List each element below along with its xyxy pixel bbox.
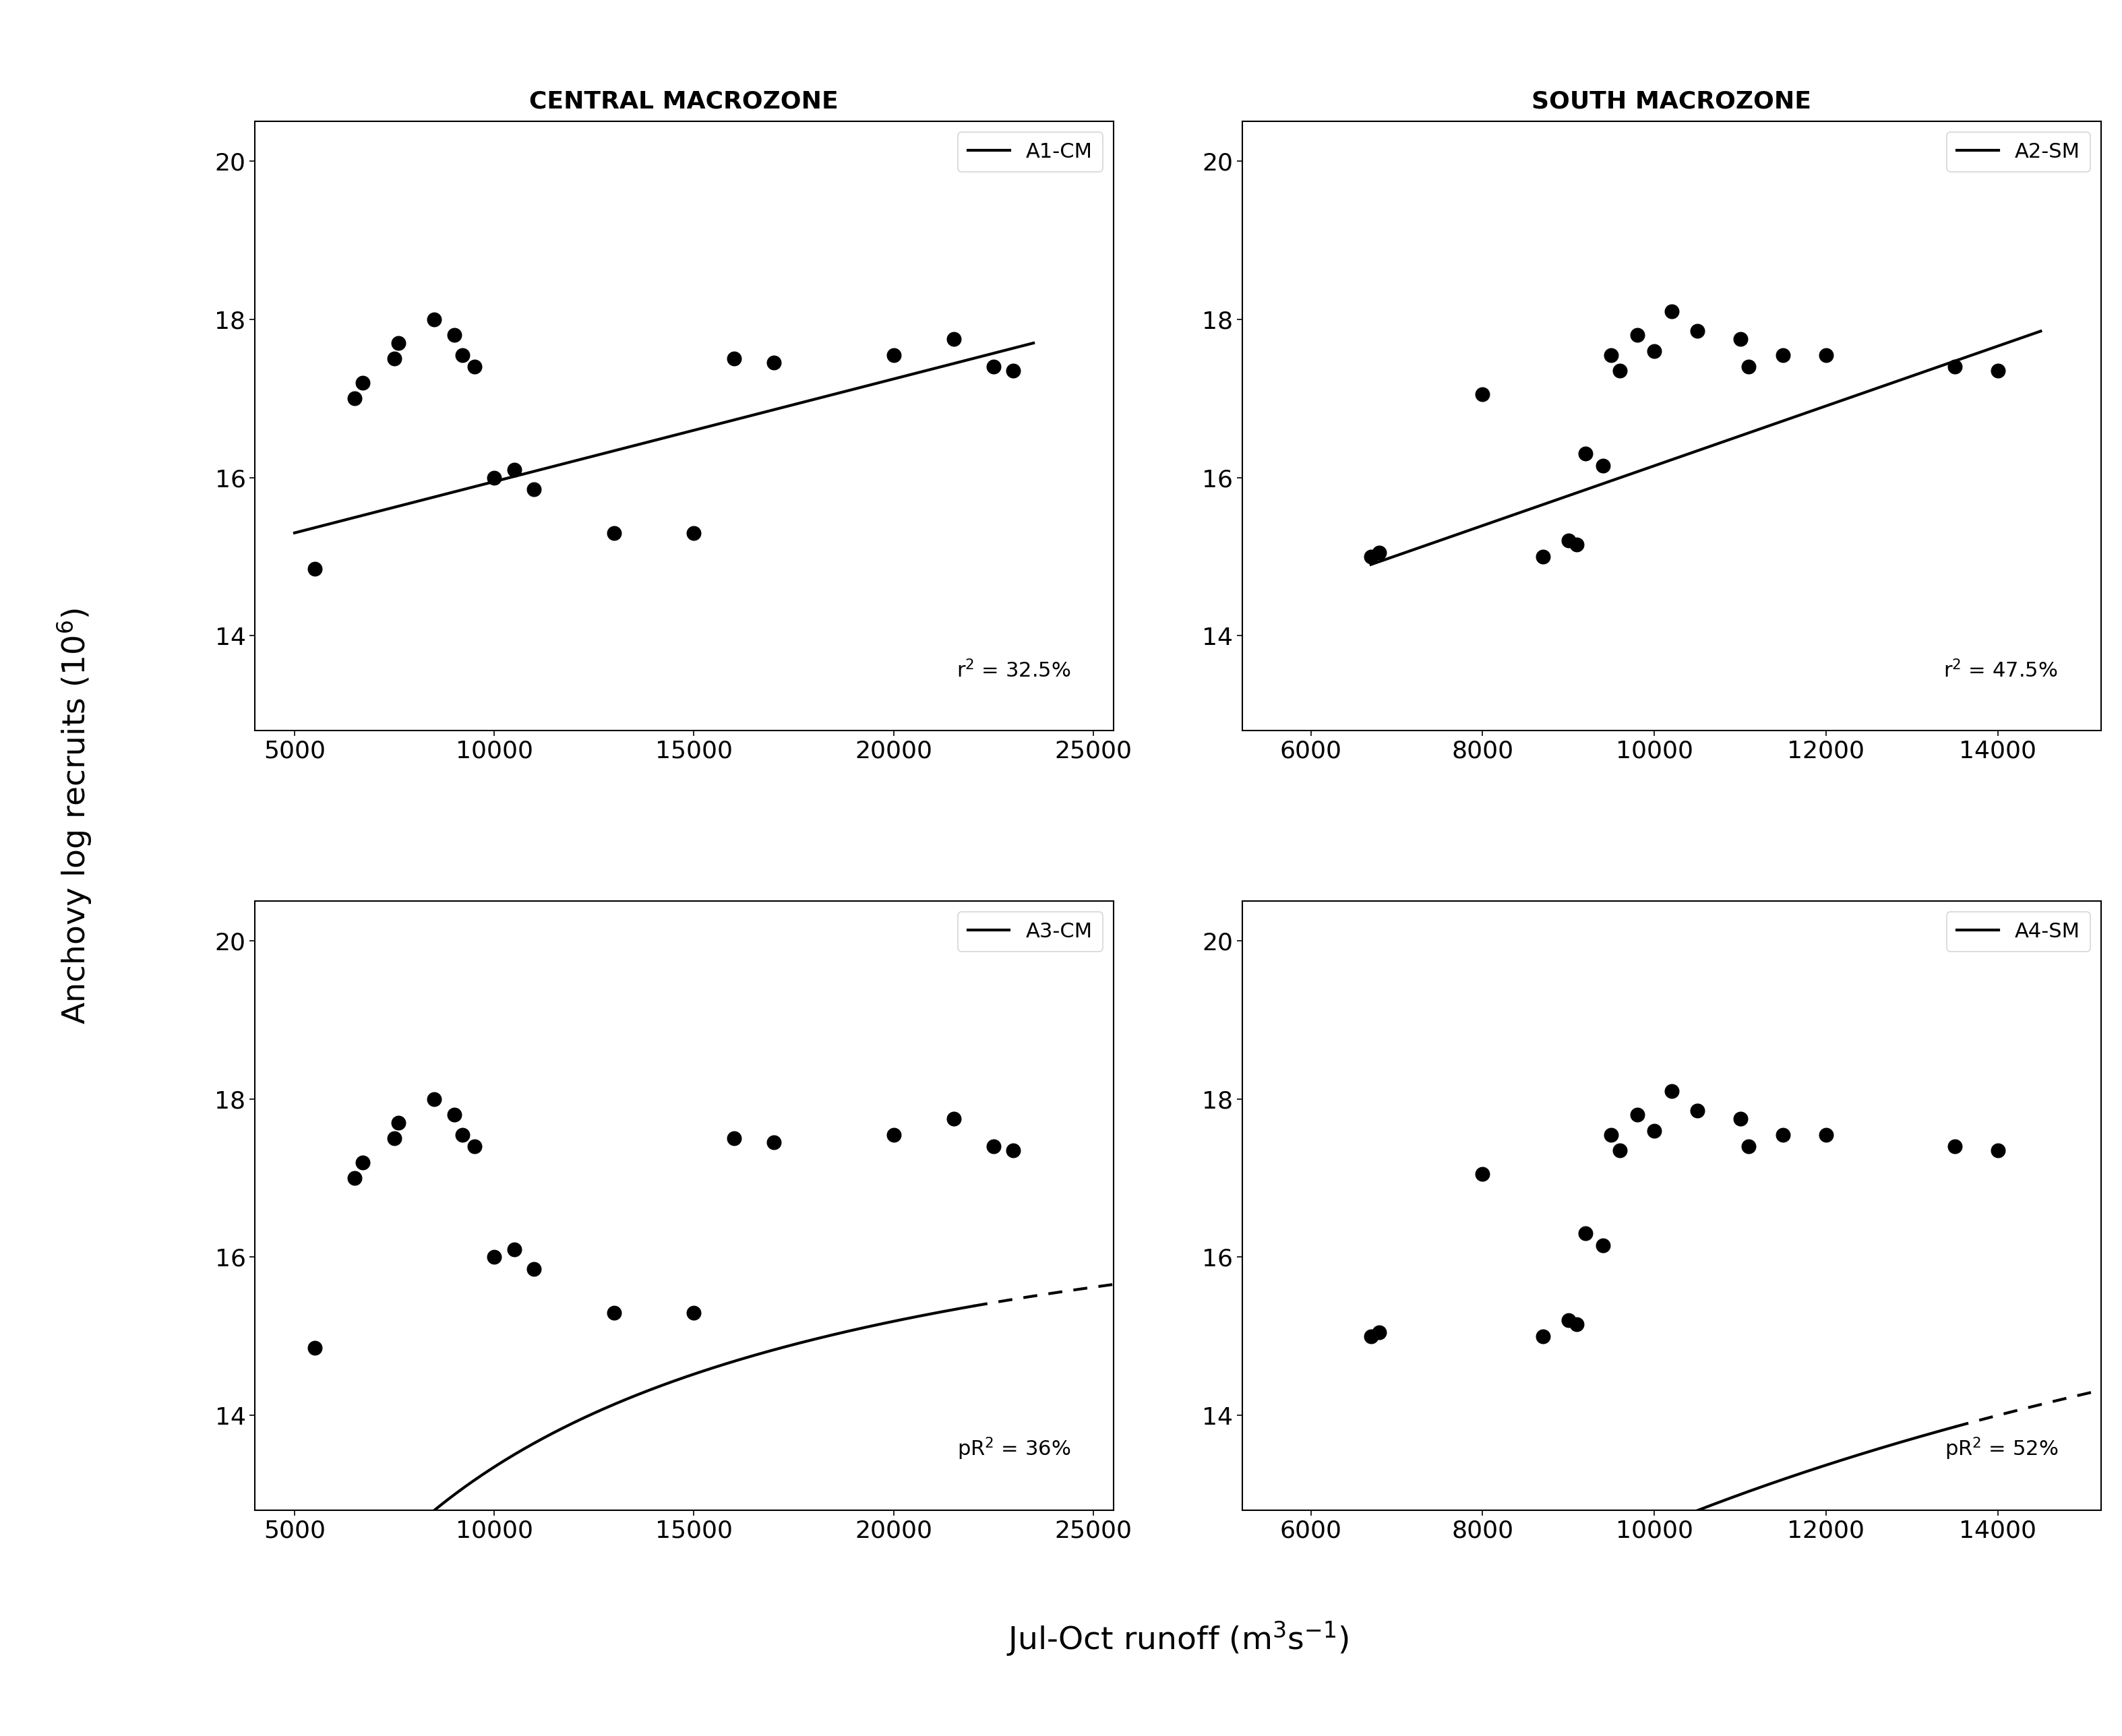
Point (337, 384, 371, 411)
Point (717, 1125, 751, 1153)
Point (1980, 1137, 2014, 1165)
Point (1937, 1132, 1971, 1160)
Point (1766, 340, 1799, 368)
Title: CENTRAL MACROZONE: CENTRAL MACROZONE (528, 90, 838, 113)
Point (1560, 1311, 1594, 1338)
Point (497, 457, 530, 484)
Point (1937, 352, 1971, 380)
Point (1526, 1323, 1560, 1351)
Point (1585, 451, 1619, 479)
Point (976, 352, 1010, 380)
Point (477, 464, 511, 491)
Point (1551, 528, 1585, 556)
Text: pR$^2$ = 52%: pR$^2$ = 52% (1944, 1436, 2058, 1462)
Point (437, 321, 471, 349)
Point (477, 1243, 511, 1271)
Point (1766, 1121, 1799, 1149)
Point (1619, 321, 1653, 349)
Point (1362, 1318, 1396, 1345)
Point (497, 1236, 530, 1264)
Point (518, 1255, 552, 1283)
Point (876, 1121, 910, 1149)
Point (1732, 352, 1766, 380)
Point (1655, 1076, 1689, 1104)
Legend: A4-SM: A4-SM (1946, 911, 2090, 951)
Point (1466, 380, 1500, 408)
Point (1594, 1121, 1628, 1149)
Point (346, 1147, 380, 1175)
Point (1568, 1220, 1602, 1248)
Point (297, 554, 331, 582)
Point (1594, 340, 1628, 368)
Text: r$^2$ = 47.5%: r$^2$ = 47.5% (1944, 660, 2058, 682)
Point (458, 352, 492, 380)
Point (596, 1299, 630, 1326)
Point (936, 1104, 970, 1132)
Point (1980, 358, 2014, 385)
Point (758, 1128, 792, 1156)
Point (717, 345, 751, 373)
Point (1732, 1132, 1766, 1160)
Point (1354, 543, 1388, 571)
Point (758, 349, 792, 377)
Point (1466, 1160, 1500, 1187)
Legend: A1-CM: A1-CM (957, 132, 1103, 172)
Point (1638, 337, 1672, 365)
Text: pR$^2$ = 36%: pR$^2$ = 36% (957, 1436, 1069, 1462)
Point (997, 358, 1031, 385)
Point (1655, 297, 1689, 325)
Point (677, 1299, 711, 1326)
Text: Anchovy log recruits (10$^6$): Anchovy log recruits (10$^6$) (55, 608, 93, 1024)
Point (1354, 1323, 1388, 1351)
Point (876, 340, 910, 368)
Point (1723, 1104, 1757, 1132)
Point (378, 345, 412, 373)
Point (976, 1132, 1010, 1160)
Point (1568, 439, 1602, 467)
Point (382, 330, 416, 358)
Legend: A2-SM: A2-SM (1946, 132, 2090, 172)
Point (458, 1132, 492, 1160)
Point (1638, 1116, 1672, 1144)
Legend: A3-CM: A3-CM (957, 911, 1103, 951)
Point (1723, 325, 1757, 352)
Text: Jul-Oct runoff (m$^3$s$^{-1}$): Jul-Oct runoff (m$^3$s$^{-1}$) (1006, 1620, 1350, 1658)
Point (1602, 1137, 1636, 1165)
Point (1619, 1101, 1653, 1128)
Point (518, 476, 552, 503)
Point (418, 1085, 452, 1113)
Point (1551, 1307, 1585, 1335)
Point (1560, 531, 1594, 559)
Point (1810, 1121, 1844, 1149)
Point (677, 519, 711, 547)
Point (337, 1165, 371, 1193)
Point (1602, 358, 1636, 385)
Point (1526, 543, 1560, 571)
Point (446, 1121, 480, 1149)
Text: r$^2$ = 32.5%: r$^2$ = 32.5% (957, 660, 1069, 682)
Point (1362, 538, 1396, 566)
Point (437, 1101, 471, 1128)
Title: SOUTH MACROZONE: SOUTH MACROZONE (1532, 90, 1812, 113)
Point (418, 306, 452, 333)
Point (1681, 318, 1715, 345)
Point (382, 1109, 416, 1137)
Point (446, 340, 480, 368)
Point (1810, 340, 1844, 368)
Point (997, 1137, 1031, 1165)
Point (596, 519, 630, 547)
Point (346, 368, 380, 396)
Point (1585, 1231, 1619, 1259)
Point (936, 325, 970, 352)
Point (1681, 1097, 1715, 1125)
Point (378, 1125, 412, 1153)
Point (297, 1335, 331, 1363)
